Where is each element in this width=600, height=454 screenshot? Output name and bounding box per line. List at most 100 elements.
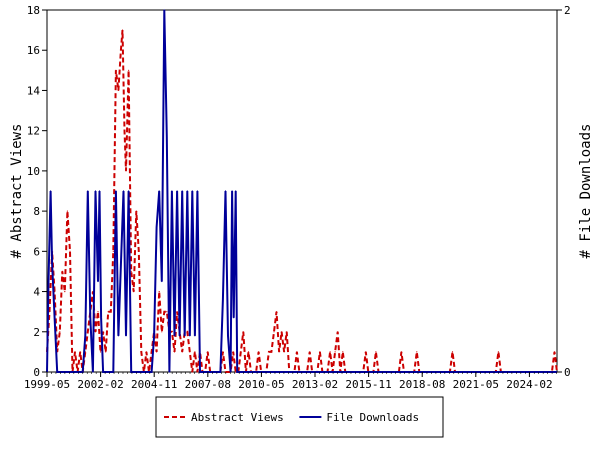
data-point-abstract-views [135, 210, 137, 212]
data-point-abstract-views [283, 351, 285, 353]
data-point-abstract-views [189, 351, 191, 353]
data-point-file-downloads [56, 371, 58, 373]
data-point-abstract-views [48, 311, 51, 313]
data-point-abstract-views [191, 371, 193, 373]
data-point-abstract-views [329, 351, 331, 353]
data-point-file-downloads [222, 299, 224, 301]
y-left-tick-label: 8 [33, 205, 40, 218]
data-point-abstract-views [69, 250, 71, 252]
data-point-file-downloads [47, 280, 50, 283]
data-point-file-downloads [161, 280, 163, 283]
data-point-abstract-views [158, 291, 160, 293]
y-left-tick-label: 2 [33, 326, 40, 339]
data-point-file-downloads [173, 335, 176, 337]
data-point-abstract-views [64, 291, 66, 293]
data-point-file-downloads [158, 190, 160, 192]
data-point-file-downloads [102, 371, 104, 373]
data-point-abstract-views [227, 371, 229, 373]
y-right-tick-label: 0 [564, 366, 571, 379]
data-point-file-downloads [163, 9, 165, 11]
data-point-file-downloads [201, 371, 204, 373]
data-point-abstract-views [87, 331, 89, 333]
data-point-file-downloads [196, 190, 198, 192]
data-point-abstract-views [553, 351, 556, 353]
x-tick-label: 2007-08 [185, 378, 231, 391]
data-point-abstract-views [309, 351, 311, 353]
y-left-tick-label: 4 [33, 286, 40, 299]
data-point-file-downloads [98, 190, 101, 192]
data-point-abstract-views [181, 351, 183, 353]
data-point-abstract-views [61, 270, 63, 272]
data-point-file-downloads [231, 190, 233, 192]
data-point-file-downloads [236, 371, 238, 373]
data-point-file-downloads [112, 371, 114, 373]
data-point-abstract-views [270, 351, 272, 353]
data-point-file-downloads [184, 335, 186, 337]
data-point-abstract-views [176, 311, 178, 313]
data-point-abstract-views [171, 331, 173, 333]
data-point-abstract-views [196, 371, 198, 373]
data-point-abstract-views [258, 351, 260, 353]
data-point-file-downloads [110, 371, 112, 373]
data-point-abstract-views [235, 371, 237, 373]
data-point-file-downloads [138, 371, 140, 373]
data-point-file-downloads [227, 335, 229, 337]
data-point-abstract-views [66, 210, 68, 212]
y-left-tick-label: 14 [27, 84, 41, 97]
data-point-abstract-views [222, 351, 224, 353]
x-tick-label: 2021-05 [453, 378, 499, 391]
data-point-file-downloads [233, 317, 235, 319]
data-point-abstract-views [296, 351, 298, 353]
data-point-abstract-views [121, 29, 124, 31]
data-point-abstract-views [451, 351, 454, 353]
y-left-tick-label: 6 [33, 245, 40, 258]
data-point-file-downloads [151, 371, 153, 373]
y-left-tick-label: 12 [27, 125, 40, 138]
data-point-abstract-views [107, 311, 109, 313]
data-point-file-downloads [156, 226, 158, 228]
data-point-abstract-views [278, 351, 280, 353]
data-point-file-downloads [97, 280, 99, 283]
data-point-abstract-views [102, 331, 104, 333]
data-point-abstract-views [59, 331, 61, 333]
data-point-abstract-views [105, 351, 107, 353]
data-point-file-downloads [275, 371, 278, 373]
data-point-file-downloads [189, 335, 191, 337]
legend: Abstract Views File Downloads [155, 396, 444, 438]
data-point-abstract-views [123, 130, 126, 132]
data-point-file-downloads [87, 190, 89, 192]
data-point-file-downloads [50, 190, 52, 192]
data-point-abstract-views [281, 331, 283, 333]
data-point-abstract-views [286, 331, 288, 333]
data-point-file-downloads [54, 317, 56, 319]
data-point-file-downloads [94, 190, 97, 192]
y-left-tick-label: 0 [33, 366, 40, 379]
x-tick-label: 2015-11 [345, 378, 391, 391]
data-point-file-downloads [454, 371, 456, 373]
plot-frame [46, 9, 558, 373]
data-point-abstract-views [140, 351, 142, 353]
data-point-file-downloads [122, 190, 125, 192]
data-point-file-downloads [235, 190, 237, 192]
data-point-abstract-views [130, 270, 132, 272]
y-left-axis-title: # Abstract Views [9, 124, 25, 259]
data-point-file-downloads [166, 136, 168, 138]
data-point-abstract-views [138, 250, 140, 252]
data-point-abstract-views [110, 311, 112, 313]
data-point-file-downloads [179, 335, 181, 337]
data-point-file-downloads [191, 190, 193, 192]
x-tick-label: 2010-05 [238, 378, 284, 391]
data-point-file-downloads [153, 335, 155, 337]
data-point-file-downloads [214, 371, 216, 373]
data-point-file-downloads [209, 371, 211, 373]
data-point-abstract-views [125, 170, 127, 172]
data-point-abstract-views [334, 351, 336, 353]
x-tick-label: 2002-02 [77, 378, 123, 391]
data-point-abstract-views [416, 351, 418, 353]
data-point-file-downloads [250, 371, 252, 373]
data-point-file-downloads [377, 371, 380, 373]
data-point-file-downloads [107, 371, 109, 373]
legend-label-abstract-views: Abstract Views [191, 411, 284, 424]
data-point-file-downloads [168, 371, 170, 373]
data-point-file-downloads [428, 371, 431, 373]
